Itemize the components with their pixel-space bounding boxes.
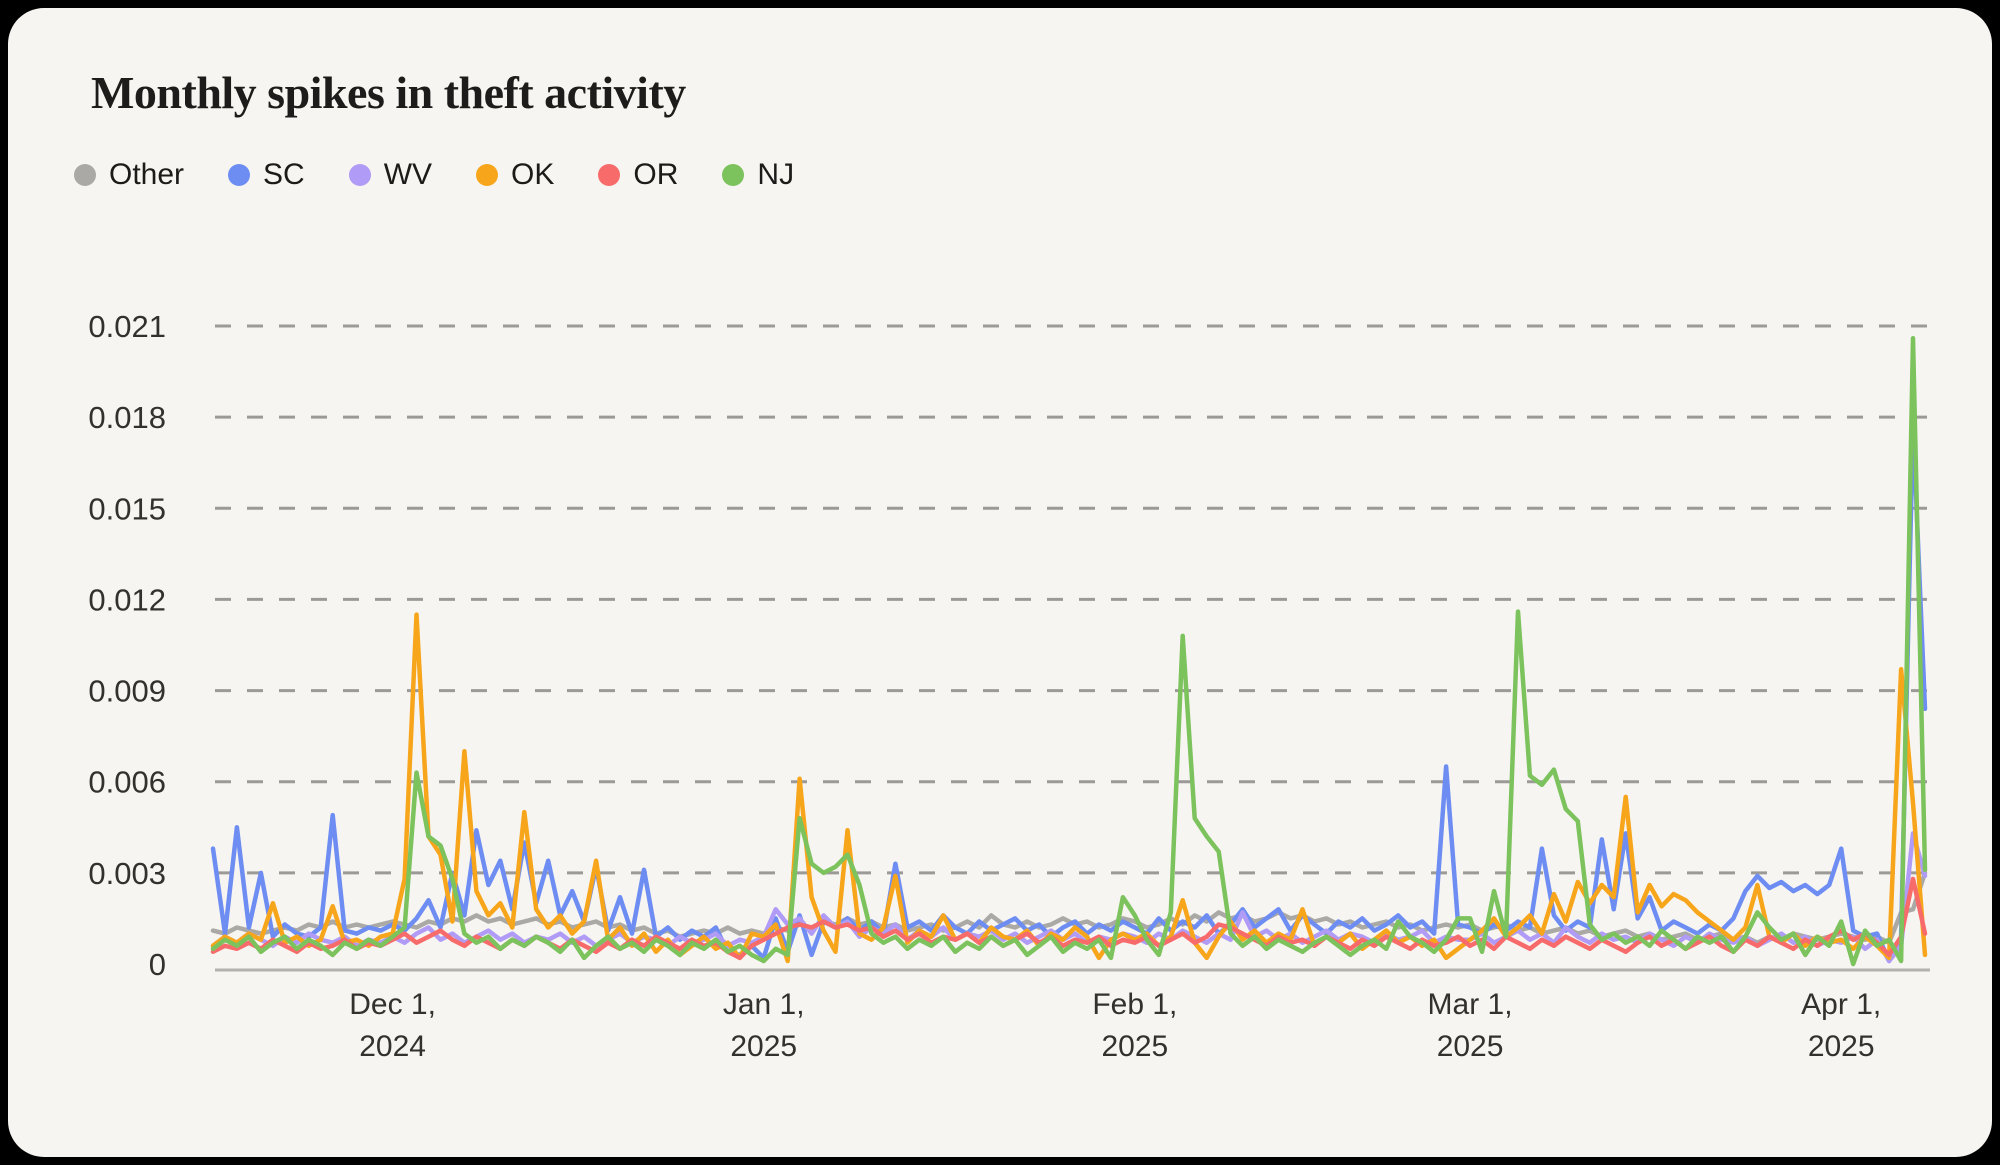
legend-item-label: OR: [633, 158, 679, 191]
x-tick-label: 2024: [359, 1030, 426, 1063]
legend-item-or[interactable]: OR: [598, 158, 678, 192]
y-tick-label: 0.006: [88, 765, 166, 800]
y-tick-label: 0.021: [88, 309, 166, 344]
chart-legend: Other SC WV OK OR NJ: [74, 158, 794, 192]
y-tick-label: 0.009: [88, 674, 166, 709]
x-tick-label: Mar 1,: [1428, 988, 1513, 1021]
legend-item-label: WV: [383, 158, 433, 191]
series-line-sc: [210, 420, 1928, 964]
chart-card: 0 0.003 0.006 0.009 0.012 0.015 0.018 0.021 Dec …: [8, 8, 1992, 1157]
x-tick-label: 2025: [1808, 1030, 1875, 1063]
legend-item-label: NJ: [757, 158, 795, 191]
legend-item-other[interactable]: Other: [74, 158, 184, 192]
legend-dot-icon: [722, 164, 745, 186]
legend-item-label: Other: [109, 158, 185, 191]
series-line-ok: [210, 612, 1928, 964]
legend-dot-icon: [228, 164, 251, 186]
legend-item-nj[interactable]: NJ: [722, 158, 794, 192]
legend-item-wv[interactable]: WV: [348, 158, 433, 192]
chart-title: Monthly spikes in theft activity: [91, 67, 686, 118]
x-tick-label: Feb 1,: [1092, 988, 1177, 1021]
line-chart-canvas: 0 0.003 0.006 0.009 0.012 0.015 0.018 0.021 Dec …: [88, 309, 1930, 1063]
x-tick-label: Jan 1,: [723, 988, 805, 1021]
legend-item-ok[interactable]: OK: [476, 158, 554, 192]
y-tick-label: 0.003: [88, 856, 166, 891]
legend-dot-icon: [598, 164, 621, 186]
legend-dot-icon: [348, 164, 371, 186]
legend-item-label: SC: [263, 158, 305, 191]
x-tick-label: Dec 1,: [349, 988, 436, 1021]
x-tick-label: Apr 1,: [1801, 988, 1881, 1021]
x-tick-label: 2025: [1437, 1030, 1504, 1063]
y-tick-label: 0.012: [88, 582, 166, 617]
y-tick-label: 0.018: [88, 400, 166, 435]
x-tick-label: 2025: [1101, 1030, 1168, 1063]
y-tick-label: 0: [149, 947, 166, 982]
legend-item-sc[interactable]: SC: [228, 158, 305, 192]
series-line-nj: [210, 335, 1928, 967]
legend-item-label: OK: [511, 158, 555, 191]
y-tick-label: 0.015: [88, 491, 166, 526]
x-tick-label: 2025: [730, 1030, 797, 1063]
legend-dot-icon: [74, 164, 96, 186]
legend-dot-icon: [476, 164, 499, 186]
